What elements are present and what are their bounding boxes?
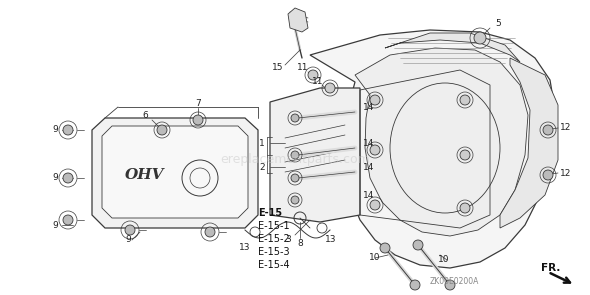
Polygon shape xyxy=(310,30,555,268)
Text: 7: 7 xyxy=(195,99,201,107)
Text: 9: 9 xyxy=(52,125,58,135)
Circle shape xyxy=(157,125,167,135)
Circle shape xyxy=(543,170,553,180)
Polygon shape xyxy=(385,33,520,62)
Polygon shape xyxy=(102,126,248,218)
Text: ZK00E0200A: ZK00E0200A xyxy=(430,278,479,286)
Text: 1: 1 xyxy=(259,138,265,148)
Text: 12: 12 xyxy=(560,168,571,178)
Text: OHV: OHV xyxy=(125,168,165,182)
Text: 3: 3 xyxy=(285,235,291,245)
Circle shape xyxy=(205,227,215,237)
Circle shape xyxy=(413,240,423,250)
Circle shape xyxy=(325,83,335,93)
Circle shape xyxy=(460,150,470,160)
Text: 14: 14 xyxy=(363,140,375,148)
Circle shape xyxy=(291,174,299,182)
Polygon shape xyxy=(92,118,258,228)
Text: FR.: FR. xyxy=(541,263,560,273)
Text: 14: 14 xyxy=(363,163,375,173)
Circle shape xyxy=(63,125,73,135)
Text: 14: 14 xyxy=(363,191,375,199)
Circle shape xyxy=(370,95,380,105)
Text: 8: 8 xyxy=(297,240,303,248)
Text: 6: 6 xyxy=(142,112,148,120)
Text: 9: 9 xyxy=(52,173,58,183)
Circle shape xyxy=(63,215,73,225)
Text: 5: 5 xyxy=(495,19,501,29)
Text: ereplacementparts.com: ereplacementparts.com xyxy=(220,153,370,166)
Text: 10: 10 xyxy=(438,255,450,265)
Text: E-15-3: E-15-3 xyxy=(258,247,290,257)
Text: 10: 10 xyxy=(369,253,380,263)
Circle shape xyxy=(291,196,299,204)
Circle shape xyxy=(410,280,420,290)
Circle shape xyxy=(370,200,380,210)
Text: 12: 12 xyxy=(560,124,571,132)
Text: E-15-1: E-15-1 xyxy=(258,221,290,231)
Circle shape xyxy=(445,280,455,290)
Text: 13: 13 xyxy=(325,235,336,245)
Text: 9: 9 xyxy=(52,220,58,230)
Circle shape xyxy=(474,32,486,44)
Text: 11: 11 xyxy=(312,78,324,86)
Text: 15: 15 xyxy=(272,63,284,73)
Text: 9: 9 xyxy=(125,235,131,245)
Polygon shape xyxy=(355,48,528,236)
Circle shape xyxy=(63,173,73,183)
Text: 13: 13 xyxy=(240,243,251,253)
Text: 11: 11 xyxy=(297,63,309,73)
Polygon shape xyxy=(270,88,360,222)
Text: 2: 2 xyxy=(259,163,265,171)
Circle shape xyxy=(125,225,135,235)
Circle shape xyxy=(380,243,390,253)
Circle shape xyxy=(460,95,470,105)
Polygon shape xyxy=(500,58,558,228)
Circle shape xyxy=(543,125,553,135)
Circle shape xyxy=(291,114,299,122)
Text: E-15-2: E-15-2 xyxy=(258,234,290,244)
Circle shape xyxy=(193,115,203,125)
Circle shape xyxy=(308,70,318,80)
Text: E-15-4: E-15-4 xyxy=(258,260,290,270)
Polygon shape xyxy=(288,8,308,32)
Circle shape xyxy=(370,145,380,155)
Circle shape xyxy=(460,203,470,213)
Text: 14: 14 xyxy=(363,104,375,112)
Text: E-15: E-15 xyxy=(258,208,282,218)
Circle shape xyxy=(291,151,299,159)
